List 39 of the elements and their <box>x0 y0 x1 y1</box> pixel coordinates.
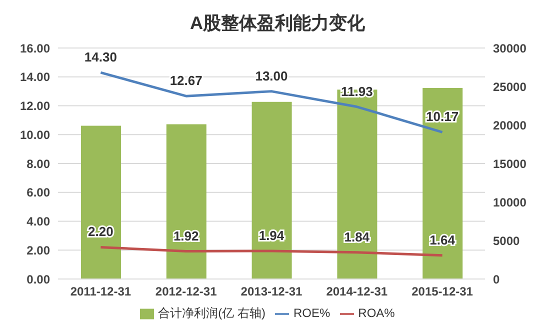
x-tick-label: 2013-12-31 <box>240 284 303 299</box>
y-tick-label: 14.00 <box>20 70 50 84</box>
data-label: 13.00 <box>255 68 288 84</box>
x-tick-label: 2011-12-31 <box>70 284 132 299</box>
data-label: 1.92 <box>173 228 199 244</box>
y-tick-label: 2.00 <box>26 243 50 258</box>
data-label: 2.20 <box>88 224 114 240</box>
line-series <box>99 246 444 257</box>
y-tick-label: 12.00 <box>20 99 50 114</box>
bar <box>422 88 463 279</box>
y2-tick-label: 15000 <box>493 156 527 171</box>
y2-tick-label: 20000 <box>493 118 527 132</box>
data-label: 10.17 <box>426 109 459 124</box>
y-tick-label: 0.00 <box>26 272 50 286</box>
bar <box>81 126 121 279</box>
data-label: 14.30 <box>84 50 117 65</box>
chart-title: A股整体盈利能力变化 <box>189 12 366 35</box>
y2-tick-label: 30000 <box>493 41 527 56</box>
y2-tick-label: 10000 <box>493 195 527 210</box>
x-tick-label: 2015-12-31 <box>412 284 474 299</box>
x-tick-label: 2014-12-31 <box>326 284 388 299</box>
bar <box>166 124 206 279</box>
data-label: 1.84 <box>344 229 370 244</box>
y-tick-label: 8.00 <box>26 156 50 171</box>
y2-tick-label: 5000 <box>493 234 520 248</box>
y-tick-label: 4.00 <box>26 214 50 229</box>
bar <box>252 102 292 279</box>
legend-label: ROE% <box>293 306 330 320</box>
y2-tick-label: 0 <box>493 272 500 286</box>
y-tick-label: 10.00 <box>20 128 50 142</box>
legend-label: ROA% <box>358 306 395 320</box>
x-tick-label: 2012-12-31 <box>155 284 218 299</box>
legend-label: 合计净利润(亿 右轴) <box>158 306 266 320</box>
y-tick-label: 6.00 <box>26 186 50 200</box>
y2-tick-label: 25000 <box>493 80 527 94</box>
data-label: 1.94 <box>258 228 285 243</box>
y-tick-label: 16.00 <box>20 41 50 56</box>
data-label: 12.67 <box>170 73 202 88</box>
data-label: 1.64 <box>430 232 456 248</box>
